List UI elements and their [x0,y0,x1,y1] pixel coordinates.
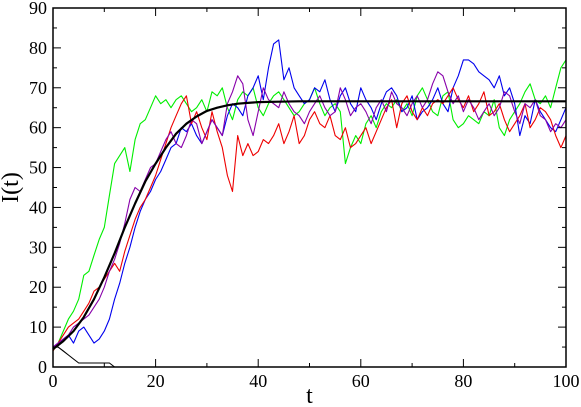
ticks-layer: 0 20 40 60 80 100 0 10 20 30 40 50 60 70 80 90 [29,0,580,391]
y-tick-label: 30 [29,237,47,257]
y-tick-label: 60 [29,118,47,138]
y-tick-label: 20 [29,277,47,297]
x-tick-label: 40 [249,371,267,391]
series-line-3 [52,71,567,348]
y-tick-label: 90 [29,0,47,18]
x-tick-label: 80 [454,371,472,391]
y-tick-label: 70 [29,78,47,98]
x-tick-label: 60 [352,371,370,391]
x-tick-label: 20 [147,371,165,391]
x-tick-label: 100 [553,371,580,391]
y-axis-title: I(t) [0,172,24,203]
series-line-4 [52,100,566,350]
y-tick-label: 80 [29,38,47,58]
x-axis-title: t [306,383,313,407]
series-line-2 [52,87,567,352]
y-tick-label: 10 [29,317,47,337]
x-tick-label: 0 [49,371,58,391]
series-line-5 [53,346,115,368]
series-layer [52,39,567,368]
y-tick-label: 50 [29,158,47,178]
y-tick-label: 40 [29,197,47,217]
y-tick-label: 0 [38,357,47,377]
plot-frame [52,7,567,368]
series-line-1 [52,39,567,348]
